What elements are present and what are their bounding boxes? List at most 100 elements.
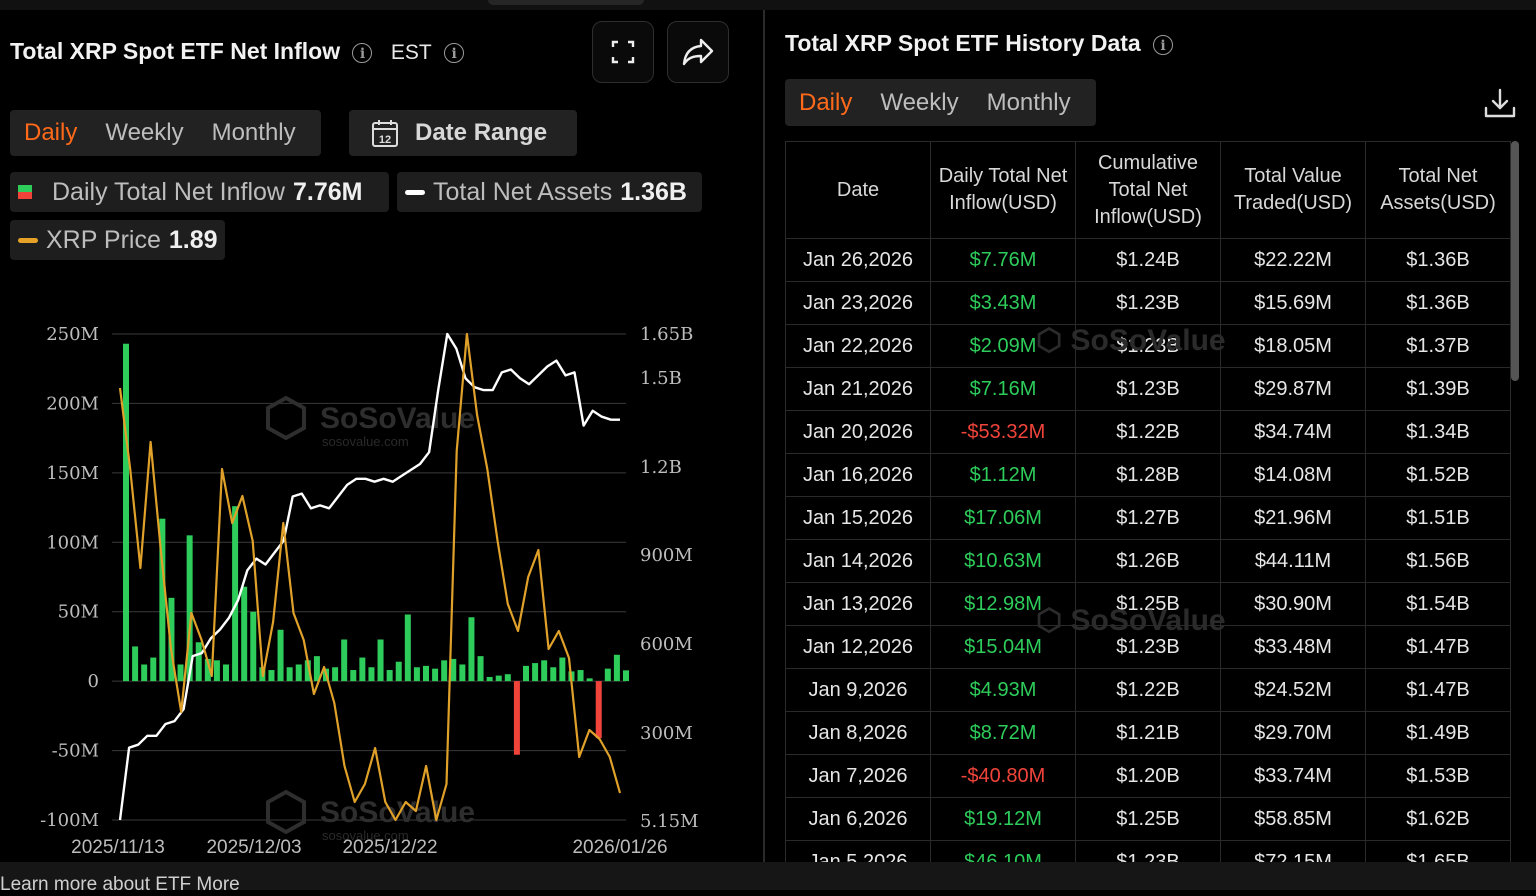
inflow-bar [286,667,293,682]
cell-date: Jan 20,2026 [785,410,931,454]
tab-daily[interactable]: Daily [24,119,78,146]
cell-date: Jan 26,2026 [785,238,931,282]
inflow-bar [377,639,384,682]
cell-value-traded: $29.70M [1220,711,1366,755]
cell-daily-inflow: $3.43M [930,281,1076,325]
table-row[interactable]: Jan 16,2026 $1.12M $1.28B $14.08M $1.52B [785,453,1511,497]
share-button[interactable] [667,21,729,83]
cell-date: Jan 14,2026 [785,539,931,583]
download-icon[interactable] [1482,86,1518,122]
inflow-bar [450,658,457,682]
y-tick-label: 200M [46,393,99,414]
cell-daily-inflow: $19.12M [930,797,1076,841]
inflow-bar [213,660,220,682]
inflow-bar [141,664,148,682]
col-header-value-traded[interactable]: Total Value Traded(USD) [1220,141,1366,239]
x-tick-label: 2025/11/13 [71,837,165,858]
history-title: Total XRP Spot ETF History Data [785,30,1141,56]
cell-cumulative-inflow: $1.23B [1075,625,1221,669]
table-row[interactable]: Jan 7,2026 -$40.80M $1.20B $33.74M $1.53B [785,754,1511,798]
y-tick-label: 50M [58,602,99,623]
col-header-net-assets[interactable]: Total Net Assets(USD) [1365,141,1511,239]
cell-net-assets: $1.49B [1365,711,1511,755]
date-range-button[interactable]: 12 Date Range [349,110,577,156]
y-tick-label: 250M [46,324,99,345]
inflow-bar [413,667,420,682]
cell-value-traded: $44.11M [1220,539,1366,583]
chart-title: Total XRP Spot ETF Net Inflow [10,38,341,64]
cell-date: Jan 9,2026 [785,668,931,712]
y2-tick-label: 300M [640,723,693,744]
inflow-bar [604,668,611,682]
table-row[interactable]: Jan 6,2026 $19.12M $1.25B $58.85M $1.62B [785,797,1511,841]
cell-cumulative-inflow: $1.27B [1075,496,1221,540]
inflow-bar [232,506,239,682]
cell-net-assets: $1.47B [1365,668,1511,712]
cell-date: Jan 23,2026 [785,281,931,325]
table-row[interactable]: Jan 23,2026 $3.43M $1.23B $15.69M $1.36B [785,281,1511,325]
y-tick-label: 150M [46,463,99,484]
table-row[interactable]: Jan 15,2026 $17.06M $1.27B $21.96M $1.51B [785,496,1511,540]
history-tab-daily[interactable]: Daily [799,88,853,116]
inflow-bar [486,676,493,682]
table-row[interactable]: Jan 13,2026 $12.98M $1.25B $30.90M $1.54B [785,582,1511,626]
fullscreen-button[interactable] [592,21,654,83]
tab-weekly[interactable]: Weekly [105,119,184,146]
cell-daily-inflow: -$53.32M [930,410,1076,454]
cell-daily-inflow: $8.72M [930,711,1076,755]
y2-tick-label: 1.65B [640,324,693,345]
watermark-text: SoSoValue [320,402,475,435]
table-row[interactable]: Jan 20,2026 -$53.32M $1.22B $34.74M $1.34B [785,410,1511,454]
watermark-logo-icon [266,395,306,441]
cell-daily-inflow: $15.04M [930,625,1076,669]
inflow-bar [304,660,311,682]
y-tick-label: -50M [52,741,99,762]
col-header-cumulative-inflow[interactable]: Cumulative Total Net Inflow(USD) [1075,141,1221,239]
table-row[interactable]: Jan 14,2026 $10.63M $1.26B $44.11M $1.56B [785,539,1511,583]
info-icon[interactable]: i [352,42,373,63]
cell-value-traded: $18.05M [1220,324,1366,368]
table-row[interactable]: Jan 21,2026 $7.16M $1.23B $29.87M $1.39B [785,367,1511,411]
table-row[interactable]: Jan 12,2026 $15.04M $1.23B $33.48M $1.47B [785,625,1511,669]
history-tab-monthly[interactable]: Monthly [986,88,1071,116]
history-info-icon[interactable]: i [1153,34,1174,55]
cell-daily-inflow: $2.09M [930,324,1076,368]
timezone-label: EST [390,41,432,64]
cell-value-traded: $33.48M [1220,625,1366,669]
cell-cumulative-inflow: $1.25B [1075,582,1221,626]
table-row[interactable]: Jan 22,2026 $2.09M $1.23B $18.05M $1.37B [785,324,1511,368]
cell-date: Jan 8,2026 [785,711,931,755]
col-header-daily-inflow[interactable]: Daily Total Net Inflow(USD) [930,141,1076,239]
legend-net-inflow[interactable]: Daily Total Net Inflow 7.76M [10,172,389,212]
table-header-row: Date Daily Total Net Inflow(USD) Cumulat… [785,141,1511,239]
left-interval-tabs: Daily Weekly Monthly [10,110,321,156]
inflow-bar [504,674,511,682]
cell-cumulative-inflow: $1.20B [1075,754,1221,798]
legend-xrp-price[interactable]: XRP Price 1.89 [10,220,225,260]
timezone-info-icon[interactable]: i [444,42,465,63]
date-range-label: Date Range [415,119,548,146]
calendar-day: 12 [379,134,391,146]
table-row[interactable]: Jan 26,2026 $7.76M $1.24B $22.22M $1.36B [785,238,1511,282]
history-tab-weekly[interactable]: Weekly [880,88,959,116]
tab-monthly[interactable]: Monthly [211,119,296,146]
table-row[interactable]: Jan 9,2026 $4.93M $1.22B $24.52M $1.47B [785,668,1511,712]
inflow-bar [513,681,520,755]
drag-handle[interactable] [488,0,644,5]
cell-daily-inflow: $7.76M [930,238,1076,282]
col-header-date[interactable]: Date [785,141,931,239]
inflow-bar [123,343,129,682]
cell-cumulative-inflow: $1.21B [1075,711,1221,755]
cell-value-traded: $33.74M [1220,754,1366,798]
footer-links[interactable]: Learn more about ETF More [0,874,240,895]
cell-date: Jan 21,2026 [785,367,931,411]
net-assets-legend-icon [405,189,425,195]
history-title-row: Total XRP Spot ETF History Data i [785,30,1174,57]
table-scrollbar[interactable] [1511,141,1519,381]
cell-value-traded: $14.08M [1220,453,1366,497]
inflow-chart[interactable]: SoSoValuesosovalue.comSoSoValuesosovalue… [0,300,740,860]
inflow-bar [423,665,429,682]
inflow-bar [523,665,529,682]
table-row[interactable]: Jan 8,2026 $8.72M $1.21B $29.70M $1.49B [785,711,1511,755]
legend-net-assets[interactable]: Total Net Assets 1.36B [397,172,702,212]
